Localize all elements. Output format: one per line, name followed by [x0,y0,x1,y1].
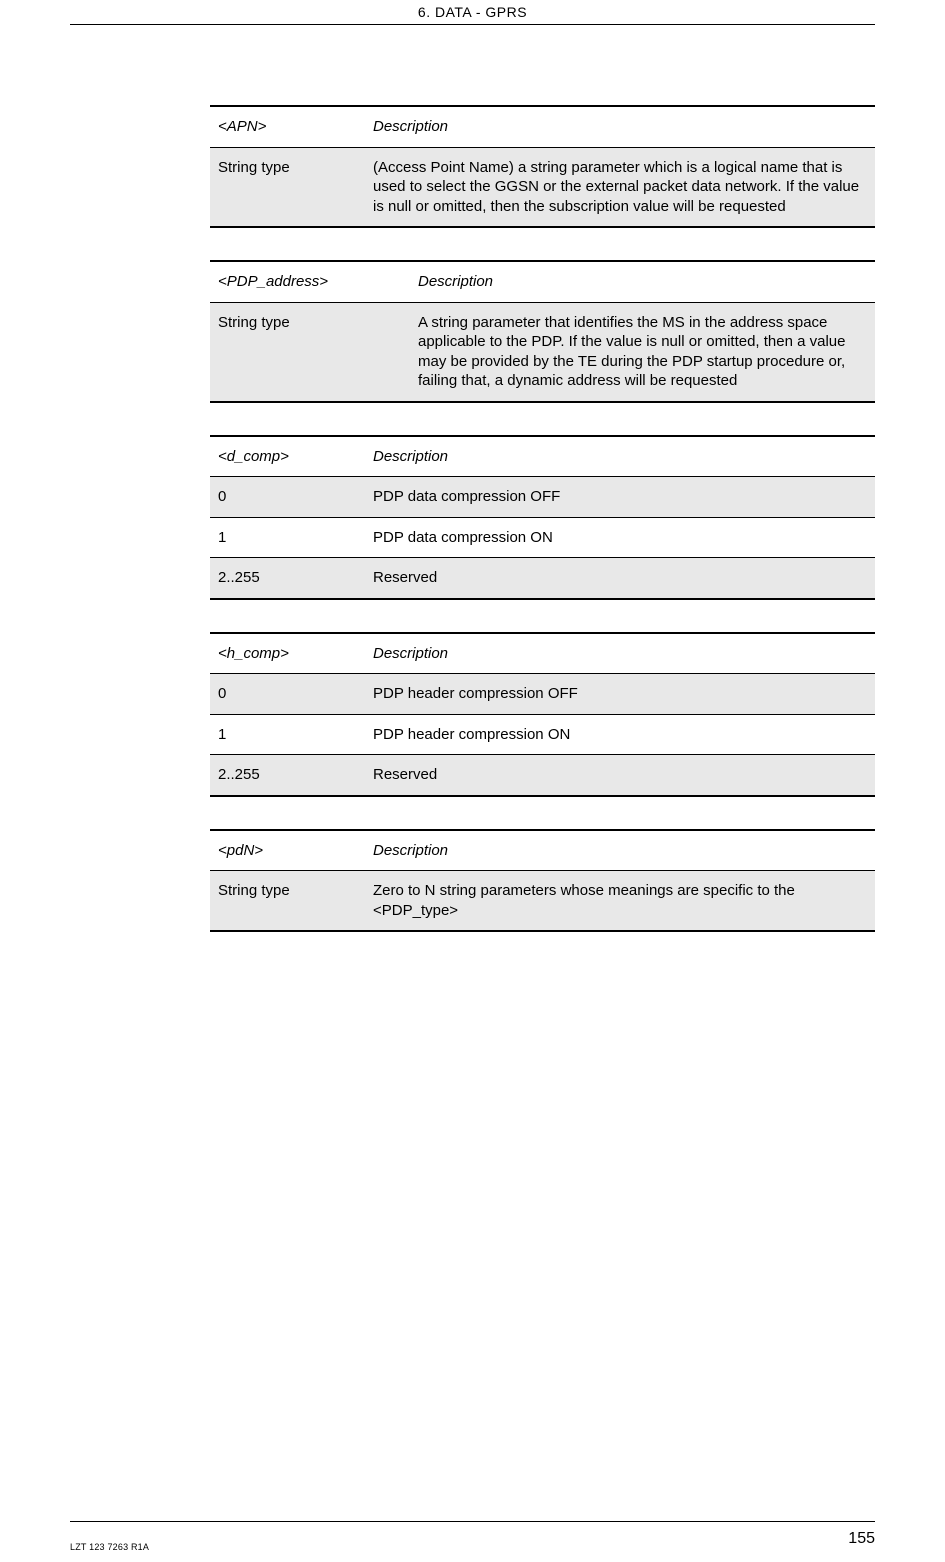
row-desc: Zero to N string parameters whose meanin… [365,871,875,932]
table-header-row: <pdN> Description [210,830,875,871]
row-desc: PDP header compression ON [365,714,875,755]
row-desc: (Access Point Name) a string parameter w… [365,147,875,227]
row-key: String type [210,871,365,932]
row-desc: A string parameter that identifies the M… [410,302,875,402]
row-desc: PDP data compression OFF [365,477,875,518]
row-desc: PDP data compression ON [365,517,875,558]
footer-page-number: 155 [848,1530,875,1548]
table-header-row: <d_comp> Description [210,436,875,477]
table-row: String type A string parameter that iden… [210,302,875,402]
row-key: 1 [210,714,365,755]
param-table-pdn: <pdN> Description String type Zero to N … [210,829,875,933]
table-row: 2..255 Reserved [210,558,875,599]
header-key: <APN> [210,106,365,147]
param-table-apn: <APN> Description String type (Access Po… [210,105,875,228]
header-title-text: 6. DATA - GPRS [418,4,527,20]
row-key: 2..255 [210,755,365,796]
table-row: 1 PDP header compression ON [210,714,875,755]
header-desc: Description [410,261,875,302]
footer-row: LZT 123 7263 R1A 155 [70,1522,875,1552]
header-desc: Description [365,436,875,477]
param-table-pdp-address: <PDP_address> Description String type A … [210,260,875,403]
table-row: 1 PDP data compression ON [210,517,875,558]
table-row: String type (Access Point Name) a string… [210,147,875,227]
row-key: String type [210,302,410,402]
table-row: 2..255 Reserved [210,755,875,796]
table-header-row: <PDP_address> Description [210,261,875,302]
page-footer: LZT 123 7263 R1A 155 [70,1521,875,1552]
table-row: 0 PDP header compression OFF [210,674,875,715]
table-header-row: <h_comp> Description [210,633,875,674]
footer-doc-id: LZT 123 7263 R1A [70,1542,149,1552]
param-table-h-comp: <h_comp> Description 0 PDP header compre… [210,632,875,797]
row-desc: Reserved [365,755,875,796]
header-desc: Description [365,106,875,147]
row-key: 2..255 [210,558,365,599]
document-page: 6. DATA - GPRS <APN> Description String … [0,0,945,1562]
header-key: <pdN> [210,830,365,871]
param-table-d-comp: <d_comp> Description 0 PDP data compress… [210,435,875,600]
table-row: String type Zero to N string parameters … [210,871,875,932]
row-key: 1 [210,517,365,558]
header-desc: Description [365,633,875,674]
row-desc: PDP header compression OFF [365,674,875,715]
header-key: <PDP_address> [210,261,410,302]
header-key: <d_comp> [210,436,365,477]
table-row: 0 PDP data compression OFF [210,477,875,518]
table-header-row: <APN> Description [210,106,875,147]
row-key: 0 [210,477,365,518]
page-content: <APN> Description String type (Access Po… [210,105,875,932]
page-header: 6. DATA - GPRS [70,0,875,25]
row-desc: Reserved [365,558,875,599]
header-key: <h_comp> [210,633,365,674]
row-key: 0 [210,674,365,715]
row-key: String type [210,147,365,227]
header-rule [70,24,875,25]
header-desc: Description [365,830,875,871]
